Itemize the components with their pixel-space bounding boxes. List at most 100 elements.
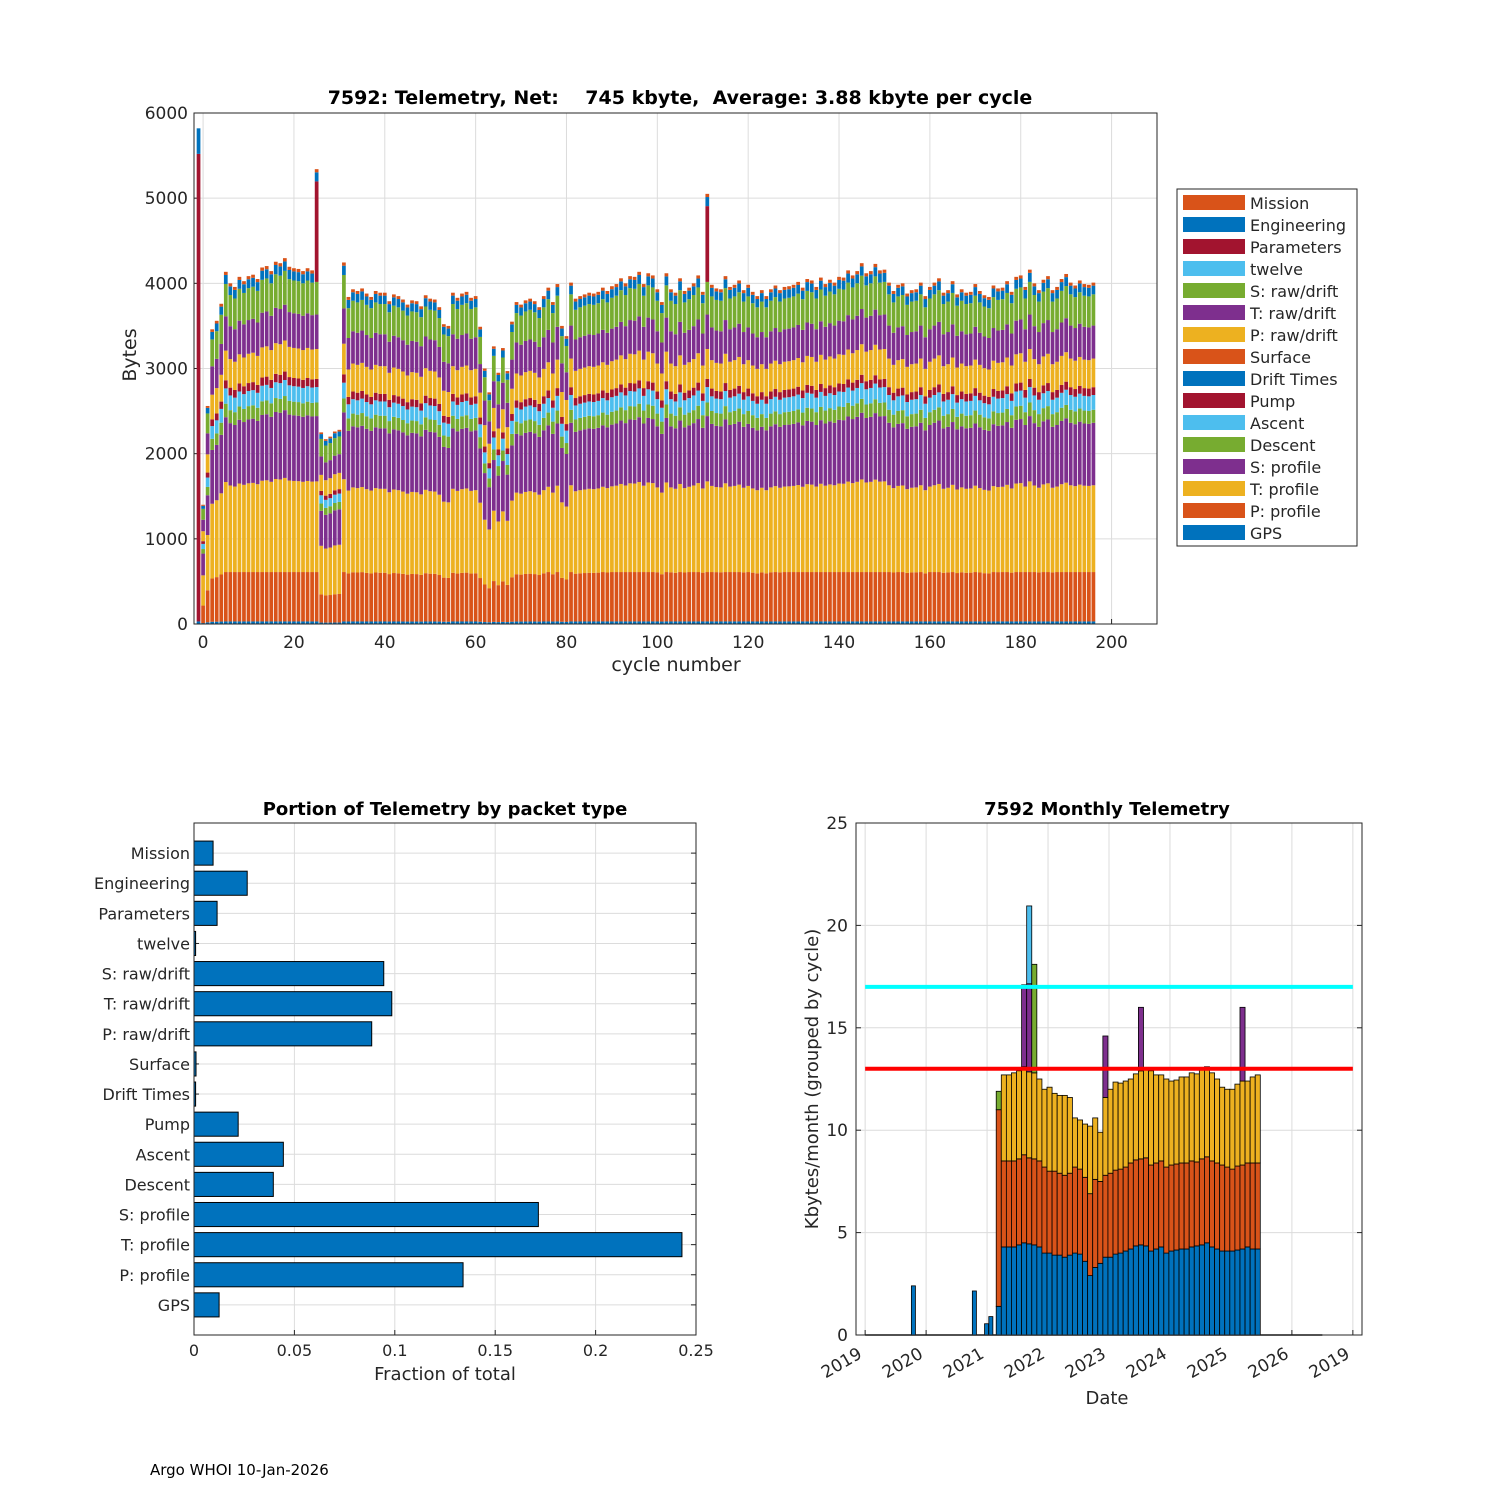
- c1-bar-segment: [491, 460, 496, 511]
- c1-bar-segment: [959, 399, 964, 414]
- c1-bar-segment: [401, 299, 405, 303]
- c1-bar-segment: [878, 621, 882, 624]
- c1-bar-segment: [455, 338, 460, 371]
- c1-bar-segment: [541, 490, 546, 574]
- c3-early-bar: [984, 1323, 989, 1336]
- c1-bar-segment: [610, 289, 614, 298]
- c1-bar-segment: [510, 500, 514, 578]
- c1-bar-segment: [1046, 288, 1050, 321]
- c3-x-tick-label: 2022: [1001, 1344, 1048, 1383]
- c1-bar-segment: [1018, 390, 1023, 406]
- c1-bar-segment: [237, 419, 242, 484]
- c1-bar-segment: [687, 287, 691, 291]
- c1-bar-segment: [918, 325, 923, 359]
- c1-bar-segment: [1014, 572, 1019, 622]
- c1-bar-segment: [351, 331, 355, 364]
- c1-bar-segment: [832, 572, 837, 622]
- c2-category-label: GPS: [158, 1296, 190, 1315]
- c1-bar-segment: [955, 305, 959, 336]
- c1-bar-segment: [846, 572, 850, 622]
- c1-bar-segment: [928, 298, 932, 330]
- c1-bar-segment: [696, 382, 701, 391]
- c1-bar-segment: [401, 371, 405, 399]
- c1-bar-segment: [546, 425, 551, 487]
- c1-bar-segment: [900, 326, 905, 360]
- c1-bar-segment: [605, 488, 610, 573]
- c1-bar-segment: [514, 342, 519, 374]
- c1-bar-segment: [787, 361, 791, 390]
- c1-bar-segment: [282, 261, 287, 271]
- legend-label: P: profile: [1250, 502, 1321, 521]
- c1-bar-segment: [773, 389, 778, 397]
- c1-bar-segment: [392, 305, 396, 336]
- c1-bar-segment: [428, 339, 433, 371]
- c1-bar-segment: [214, 358, 219, 389]
- c1-bar-segment: [728, 361, 732, 390]
- c1-bar-segment: [519, 307, 523, 316]
- c1-bar-segment: [233, 425, 237, 487]
- c1-bar-segment: [705, 314, 710, 349]
- c1-bar-segment: [505, 379, 510, 403]
- c1-bar-segment: [305, 401, 310, 416]
- c1-bar-segment: [600, 398, 605, 413]
- c1-bar-segment: [605, 364, 610, 393]
- c1-bar-segment: [532, 341, 537, 373]
- c1-bar-segment: [1000, 290, 1005, 300]
- c1-bar-segment: [196, 128, 201, 154]
- c1-bar-segment: [873, 344, 878, 376]
- c1-bar-segment: [528, 491, 533, 574]
- c1-bar-segment: [1018, 353, 1023, 383]
- c1-bar-segment: [342, 398, 346, 413]
- c1-bar-segment: [755, 490, 760, 574]
- c1-bar-segment: [519, 493, 523, 575]
- c1-bar-segment: [1000, 621, 1005, 624]
- c1-bar-segment: [369, 430, 374, 491]
- c1-bar-segment: [655, 399, 660, 414]
- c1-bar-segment: [905, 572, 910, 622]
- c1-bar-segment: [550, 304, 555, 314]
- c1-bar-segment: [841, 420, 846, 484]
- c1-bar-segment: [342, 572, 346, 622]
- c1-bar-segment: [828, 408, 832, 422]
- c1-bar-segment: [1023, 621, 1028, 624]
- c1-bar-segment: [809, 421, 814, 485]
- c1-bar-segment: [1068, 395, 1073, 410]
- c1-bar-segment: [432, 371, 437, 399]
- c1-bar-segment: [814, 572, 819, 622]
- c1-bar-segment: [596, 294, 601, 304]
- c1-bar-segment: [928, 486, 932, 573]
- c1-bar-segment: [896, 284, 900, 288]
- c1-bar-segment: [351, 300, 355, 332]
- c1-bar-segment: [355, 332, 360, 365]
- c1-bar-segment: [923, 337, 928, 369]
- c1-bar-segment: [1055, 486, 1059, 573]
- c3-bar-segment: [1021, 984, 1028, 1068]
- c1-bar-segment: [242, 621, 246, 624]
- c1-bar-segment: [1055, 425, 1059, 487]
- c1-bar-segment: [859, 621, 864, 624]
- c1-bar-segment: [755, 621, 760, 624]
- c1-bar-segment: [446, 416, 451, 424]
- c3-bar-segment: [1016, 1158, 1023, 1246]
- c1-bar-segment: [705, 281, 710, 315]
- c1-bar-segment: [292, 415, 296, 481]
- c1-bar-segment: [996, 291, 1000, 300]
- c1-bar-segment: [314, 181, 319, 282]
- c1-bar-segment: [778, 293, 782, 302]
- c3-bar-segment: [1214, 1162, 1221, 1250]
- c1-bar-segment: [691, 395, 696, 411]
- c1-bar-segment: [846, 416, 850, 482]
- c1-bar-segment: [987, 299, 991, 309]
- c1-bar-segment: [360, 413, 364, 426]
- c1-bar-segment: [432, 420, 437, 433]
- c1-bar-segment: [959, 426, 964, 488]
- c3-bar-segment: [1138, 1070, 1144, 1160]
- c1-bar-segment: [614, 284, 619, 288]
- c1-bar-segment: [823, 326, 828, 360]
- c1-bar-segment: [369, 299, 374, 309]
- c1-bar-segment: [823, 395, 828, 411]
- c1-x-tick-label: 140: [823, 633, 855, 653]
- c1-bar-segment: [882, 314, 887, 349]
- c1-bar-segment: [705, 621, 710, 624]
- c1-bar-segment: [1009, 415, 1014, 428]
